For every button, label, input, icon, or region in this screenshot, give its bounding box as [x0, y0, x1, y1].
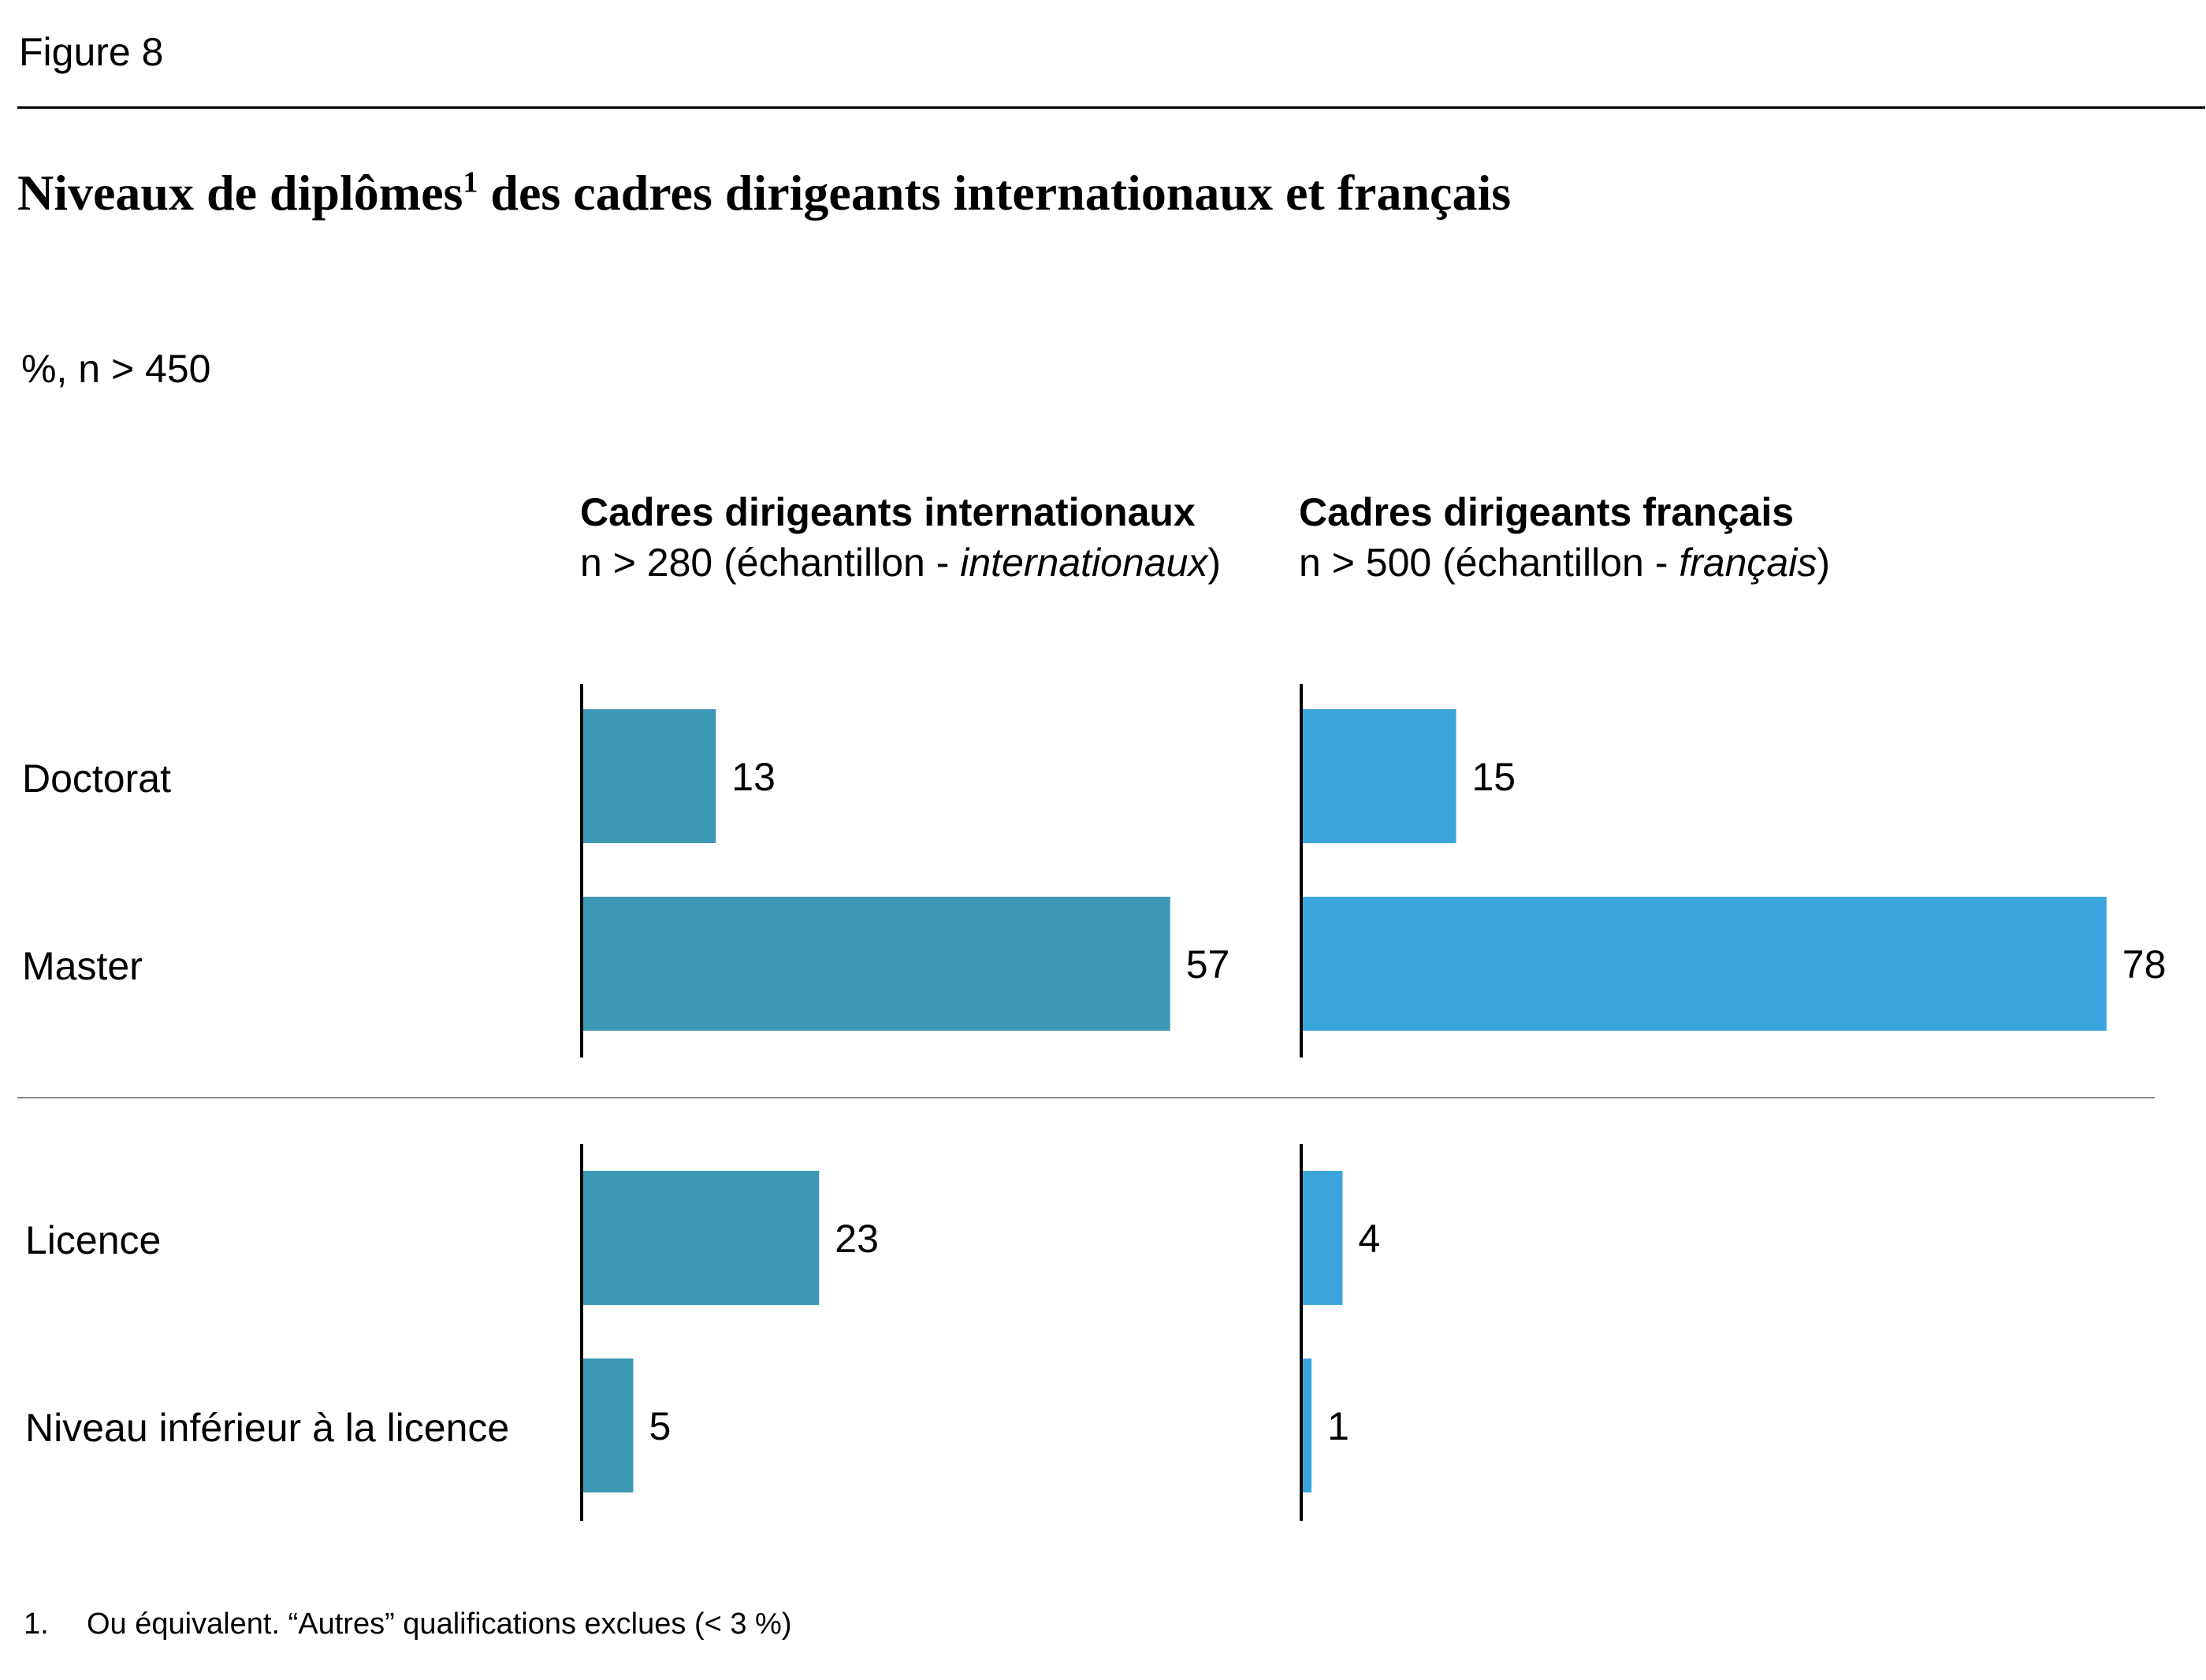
- column-title-french: Cadres dirigeants français: [1299, 490, 1795, 534]
- data-label-international-2: 23: [835, 1217, 879, 1261]
- top-divider: [17, 106, 2205, 109]
- bar-french-0: [1301, 709, 1456, 843]
- title-footnote-marker: 1: [463, 165, 478, 199]
- column-header-french: Cadres dirigeants français n > 500 (écha…: [1299, 487, 1830, 588]
- title-rest: des cadres dirigeants internationaux et …: [478, 165, 1512, 221]
- subtitle-italic: français: [1679, 541, 1817, 585]
- footnote: 1. Ou équivalent. “Autres” qualifications…: [24, 1606, 791, 1642]
- column-subtitle-french: n > 500 (échantillon - français): [1299, 537, 1830, 588]
- unit-note: %, n > 450: [21, 347, 211, 391]
- chart-title: Niveaux de diplômes1 des cadres dirigean…: [17, 162, 1511, 225]
- subtitle-prefix: n > 280 (échantillon -: [580, 541, 961, 585]
- subtitle-suffix: ): [1207, 541, 1222, 585]
- group-divider: [17, 1097, 2155, 1098]
- category-label-licence: Licence: [25, 1218, 162, 1262]
- data-label-international-1: 57: [1186, 942, 1230, 987]
- footnote-number: 1.: [24, 1608, 49, 1641]
- bar-french-1: [1301, 897, 2107, 1031]
- footnote-text: Ou équivalent. “Autres” qualifications e…: [87, 1608, 792, 1641]
- column-header-international: Cadres dirigeants internationaux n > 280…: [580, 487, 1221, 588]
- title-main: Niveaux de diplômes: [17, 165, 463, 221]
- category-label-below-licence: Niveau inférieur à la licence: [25, 1406, 510, 1450]
- column-title-international: Cadres dirigeants internationaux: [580, 490, 1196, 534]
- data-label-international-3: 5: [649, 1404, 671, 1448]
- bar-international-0: [582, 709, 716, 843]
- data-label-international-0: 13: [731, 755, 776, 799]
- data-label-french-2: 4: [1358, 1217, 1380, 1261]
- category-label-master: Master: [22, 944, 143, 988]
- category-label-doctorat: Doctorat: [22, 756, 171, 801]
- subtitle-italic: internationaux: [960, 541, 1208, 585]
- bar-french-3: [1301, 1358, 1312, 1492]
- data-label-french-3: 1: [1327, 1404, 1349, 1448]
- column-subtitle-international: n > 280 (échantillon - internationaux): [580, 537, 1221, 588]
- figure-label: Figure 8: [19, 30, 164, 74]
- bar-international-3: [582, 1358, 634, 1492]
- bar-international-2: [582, 1171, 820, 1305]
- subtitle-prefix: n > 500 (échantillon -: [1299, 541, 1680, 585]
- subtitle-suffix: ): [1817, 541, 1830, 585]
- bar-international-1: [582, 897, 1170, 1031]
- data-label-french-0: 15: [1472, 755, 1516, 799]
- bar-french-2: [1301, 1171, 1343, 1305]
- data-label-french-1: 78: [2122, 942, 2167, 987]
